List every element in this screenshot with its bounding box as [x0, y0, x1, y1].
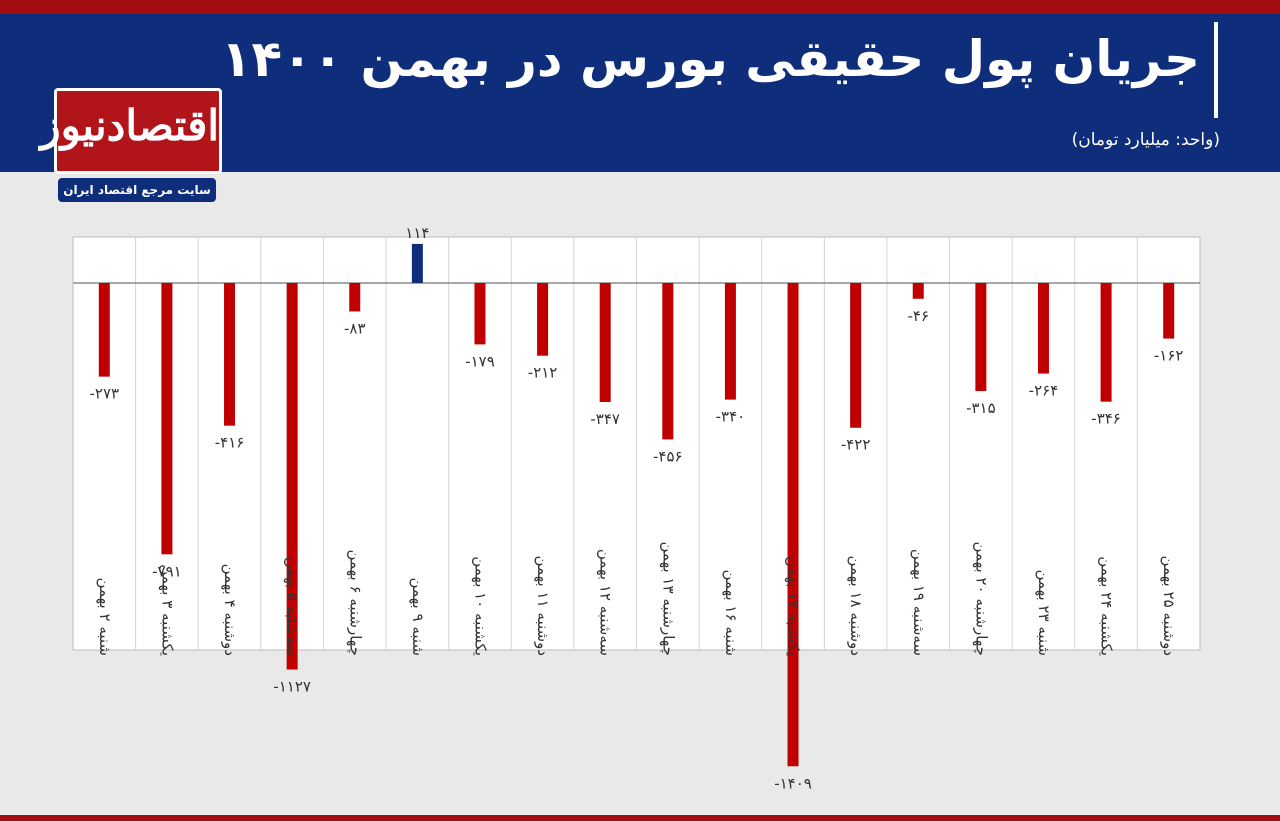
category-label: شنبه ۹ بهمن [409, 578, 427, 656]
value-label: -۱۱۲۷ [273, 678, 311, 696]
category-label: دوشنبه ۱۱ بهمن [534, 556, 552, 656]
bar [724, 283, 736, 400]
unit-subtitle: (واحد: میلیارد تومان) [1071, 130, 1220, 150]
category-label: دوشنبه ۱۸ بهمن [847, 556, 865, 656]
bar [224, 283, 236, 426]
category-label: یکشنبه ۲۴ بهمن [1098, 556, 1116, 656]
bar [975, 283, 987, 392]
category-label: یکشنبه ۳ بهمن [158, 564, 176, 656]
bar [161, 283, 173, 555]
bar [474, 283, 486, 345]
bottom-accent-strip [0, 815, 1280, 821]
category-label: یکشنبه ۱۷ بهمن [785, 556, 803, 656]
bar [537, 283, 549, 356]
category-label: چهارشنبه ۱۳ بهمن [659, 541, 677, 656]
category-label: چهارشنبه ۲۰ بهمن [972, 541, 990, 656]
category-label: یکشنبه ۱۰ بهمن [471, 556, 489, 656]
grid-lines [135, 237, 1138, 650]
category-labels-group: شنبه ۲ بهمن یکشنبه ۳ بهمن دوشنبه ۴ بهمن سه‌… [96, 541, 1178, 656]
brand-tagline: سایت مرجع اقتصاد ایران [58, 178, 216, 202]
bar [599, 283, 611, 403]
category-label: شنبه ۱۶ بهمن [722, 569, 740, 656]
value-labels-group: -۲۷۳ -۷۹۱ -۴۱۶ -۱۱۲۷ -۸۳ ۱۱۴ -۱۷۹ -۲۱۲ -۳۴۷ -۴۵۶ -… [90, 224, 1184, 792]
bar [912, 283, 924, 299]
value-label: ۱۱۴ [405, 224, 429, 242]
value-label: -۷۹۱ [152, 562, 182, 580]
category-label: شنبه ۲ بهمن [96, 578, 114, 656]
value-label: -۴۵۶ [653, 447, 683, 465]
page-title: جریان پول حقیقی بورس در بهمن ۱۴۰۰ [220, 30, 1200, 88]
category-label: دوشنبه ۴ بهمن [221, 564, 239, 656]
bar [850, 283, 862, 428]
value-label: -۴۱۶ [215, 434, 245, 452]
value-label: -۲۷۳ [90, 385, 120, 403]
category-label: سه‌شنبه ۱۲ بهمن [597, 549, 615, 656]
category-label: چهارشنبه ۶ بهمن [346, 550, 364, 656]
value-label: -۱۶۲ [1154, 347, 1184, 365]
category-label: دوشنبه ۲۵ بهمن [1160, 556, 1178, 656]
category-label: سه‌شنبه ۵ بهمن [284, 557, 302, 656]
title-divider [1214, 22, 1218, 118]
bars-group [98, 243, 1175, 767]
bar [98, 283, 110, 377]
value-label: -۳۱۵ [966, 399, 996, 417]
bar [1100, 283, 1112, 402]
bar [411, 243, 423, 283]
value-label: -۳۴۷ [590, 410, 620, 428]
value-label: -۲۱۲ [528, 364, 558, 382]
bar [1163, 283, 1175, 339]
bar [787, 283, 799, 767]
bar [662, 283, 674, 440]
value-label: -۲۶۴ [1029, 382, 1059, 400]
bar [286, 283, 298, 670]
value-label: -۱۴۰۹ [774, 774, 812, 792]
value-label: -۳۴۰ [716, 408, 746, 426]
brand-logo: اقتصادنیوز [40, 88, 222, 174]
value-label: -۴۶ [907, 307, 929, 325]
value-label: -۳۴۶ [1091, 410, 1121, 428]
bar [349, 283, 361, 312]
value-label: -۱۷۹ [465, 352, 495, 370]
top-accent-strip [0, 0, 1280, 14]
brand-logo-text: اقتصادنیوز [40, 101, 219, 150]
category-label: سه‌شنبه ۱۹ بهمن [910, 549, 928, 656]
category-label: شنبه ۲۳ بهمن [1035, 569, 1053, 656]
value-label: -۸۳ [344, 319, 366, 337]
bar [1037, 283, 1049, 374]
value-label: -۴۲۲ [841, 436, 871, 454]
